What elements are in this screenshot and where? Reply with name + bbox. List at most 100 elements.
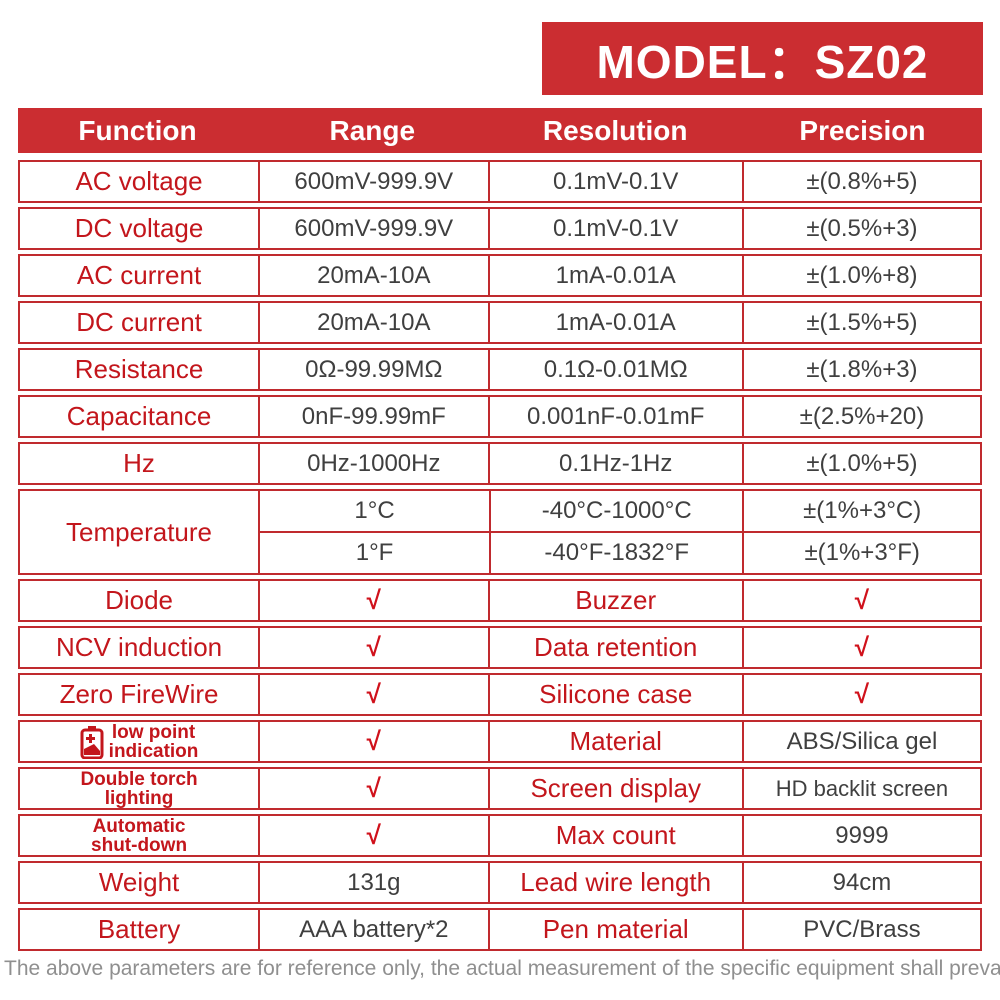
checkmark-icon: √ bbox=[854, 585, 870, 615]
function-label: Double torch lighting bbox=[80, 769, 198, 808]
resolution-text: 0.1mV-0.1V bbox=[553, 214, 679, 242]
header-function: Function bbox=[78, 114, 197, 146]
function-text: AC voltage bbox=[75, 166, 203, 196]
cell-function: Hz bbox=[20, 444, 258, 483]
table-row-dc-voltage: DC voltage 600mV-999.9V 0.1mV-0.1V ±(0.5%+3… bbox=[18, 207, 982, 250]
precision-text: ±(1%+3°C) bbox=[803, 497, 922, 524]
table-row-diode: Diode √ Buzzer √ bbox=[18, 579, 982, 622]
function-text: Temperature bbox=[66, 516, 213, 547]
cell-function: Resistance bbox=[20, 350, 258, 389]
resolution-text: Lead wire length bbox=[520, 867, 712, 897]
function-text: Diode bbox=[105, 585, 173, 615]
model-banner: MODEL：SZ02 bbox=[542, 22, 983, 95]
cell-resolution: Pen material bbox=[487, 910, 742, 949]
cell-precision: ±(1%+3°C) bbox=[742, 491, 980, 531]
table-row-ncv-induction: NCV induction √ Data retention √ bbox=[18, 626, 982, 669]
cell-resolution: Max count bbox=[487, 816, 742, 855]
resolution-text: Material bbox=[569, 726, 662, 756]
resolution-text: -40°F-1832°F bbox=[544, 539, 689, 566]
cell-precision: ±(1.0%+5) bbox=[741, 444, 980, 483]
table-row-zero-firewire: Zero FireWire √ Silicone case √ bbox=[18, 673, 982, 716]
cell-precision: ±(1.5%+5) bbox=[741, 303, 980, 342]
spec-table: Function Range Resolution Precision AC v… bbox=[18, 108, 982, 951]
precision-text: 9999 bbox=[835, 821, 889, 849]
range-text: 600mV-999.9V bbox=[294, 214, 454, 242]
cell-resolution: 0.001nF-0.01mF bbox=[487, 397, 742, 436]
cell-resolution: Buzzer bbox=[487, 581, 742, 620]
cell-precision: √ bbox=[741, 628, 980, 667]
precision-text: ABS/Silica gel bbox=[786, 727, 938, 755]
checkmark-icon: √ bbox=[366, 773, 381, 803]
cell-resolution: Screen display bbox=[487, 769, 742, 808]
table-row-low-point-indication: low point indication √ Material ABS/Silica g… bbox=[18, 720, 982, 763]
table-row-weight: Weight 131g Lead wire length 94cm bbox=[18, 861, 982, 904]
cell-precision: √ bbox=[741, 581, 980, 620]
cell-precision: ±(1.8%+3) bbox=[741, 350, 980, 389]
resolution-text: 0.1Ω-0.01MΩ bbox=[543, 355, 688, 383]
cell-precision: ±(2.5%+20) bbox=[741, 397, 980, 436]
range-text: 20mA-10A bbox=[317, 261, 431, 289]
range-text: 0nF-99.99mF bbox=[301, 402, 446, 430]
function-label: low point indication bbox=[108, 722, 199, 761]
precision-text: ±(1.8%+3) bbox=[806, 355, 918, 383]
range-text: 1°F bbox=[355, 539, 394, 566]
cell-resolution: -40°C-1000°C bbox=[489, 491, 742, 531]
range-text: 0Hz-1000Hz bbox=[307, 449, 441, 477]
table-row-capacitance: Capacitance 0nF-99.99mF 0.001nF-0.01mF ±(2.… bbox=[18, 395, 982, 438]
header-range: Range bbox=[329, 114, 416, 146]
cell-precision: ±(0.8%+5) bbox=[741, 162, 980, 201]
precision-text: ±(2.5%+20) bbox=[799, 402, 925, 430]
cell-function: low point indication bbox=[20, 722, 258, 761]
cell-resolution: Lead wire length bbox=[487, 863, 742, 902]
cell-resolution: Data retention bbox=[487, 628, 742, 667]
cell-range: √ bbox=[258, 816, 487, 855]
checkmark-icon: √ bbox=[854, 632, 870, 662]
function-text: Hz bbox=[123, 448, 155, 478]
cell-function: AC voltage bbox=[20, 162, 258, 201]
cell-range: 0Hz-1000Hz bbox=[258, 444, 487, 483]
table-row-ac-current: AC current 20mA-10A 1mA-0.01A ±(1.0%+8) bbox=[18, 254, 982, 297]
cell-resolution: Silicone case bbox=[487, 675, 742, 714]
function-text: Resistance bbox=[74, 354, 204, 384]
range-text: 20mA-10A bbox=[317, 308, 431, 336]
temperature-subrow: 1°F -40°F-1832°F ±(1%+3°F) bbox=[260, 533, 980, 573]
header-precision: Precision bbox=[799, 114, 926, 146]
precision-text: ±(1%+3°F) bbox=[804, 539, 920, 566]
checkmark-icon: √ bbox=[366, 820, 381, 850]
function-text: Weight bbox=[98, 867, 180, 897]
cell-function: Double torch lighting bbox=[20, 769, 258, 808]
cell-resolution: Material bbox=[487, 722, 742, 761]
cell-resolution: 1mA-0.01A bbox=[487, 256, 742, 295]
checkmark-icon: √ bbox=[366, 585, 381, 615]
function-text: Capacitance bbox=[66, 401, 212, 431]
cell-function: Automatic shut-down bbox=[20, 816, 258, 855]
table-row-automatic-shutdown: Automatic shut-down √ Max count 9999 bbox=[18, 814, 982, 857]
cell-resolution: -40°F-1832°F bbox=[489, 533, 742, 573]
function-label-group: Automatic shut-down bbox=[91, 817, 187, 855]
temperature-subrows: 1°C -40°C-1000°C ±(1%+3°C) 1°F -40°F-1832°F ±… bbox=[258, 491, 980, 573]
cell-function: Zero FireWire bbox=[20, 675, 258, 714]
cell-resolution: 0.1Ω-0.01MΩ bbox=[487, 350, 742, 389]
cell-resolution: 0.1Hz-1Hz bbox=[487, 444, 742, 483]
function-label-group: low point indication bbox=[80, 722, 199, 761]
resolution-text: 0.1Hz-1Hz bbox=[559, 449, 673, 477]
cell-precision: 9999 bbox=[741, 816, 980, 855]
cell-range: 20mA-10A bbox=[258, 303, 487, 342]
resolution-text: Pen material bbox=[542, 914, 689, 944]
table-body: AC voltage 600mV-999.9V 0.1mV-0.1V ±(0.8%+5… bbox=[18, 160, 982, 951]
precision-text: HD backlit screen bbox=[775, 775, 949, 801]
range-text: AAA battery*2 bbox=[299, 915, 449, 943]
precision-text: 94cm bbox=[832, 868, 892, 896]
resolution-text: 0.1mV-0.1V bbox=[553, 167, 679, 195]
resolution-text: Silicone case bbox=[539, 679, 693, 709]
cell-precision: PVC/Brass bbox=[741, 910, 980, 949]
function-text: NCV induction bbox=[55, 632, 223, 662]
cell-range: √ bbox=[258, 628, 487, 667]
resolution-text: 1mA-0.01A bbox=[555, 261, 676, 289]
precision-text: PVC/Brass bbox=[803, 915, 921, 943]
table-row-battery: Battery AAA battery*2 Pen material PVC/Bras… bbox=[18, 908, 982, 951]
checkmark-icon: √ bbox=[366, 632, 381, 662]
cell-function: Diode bbox=[20, 581, 258, 620]
cell-precision: ±(0.5%+3) bbox=[741, 209, 980, 248]
precision-text: ±(1.0%+8) bbox=[806, 261, 918, 289]
